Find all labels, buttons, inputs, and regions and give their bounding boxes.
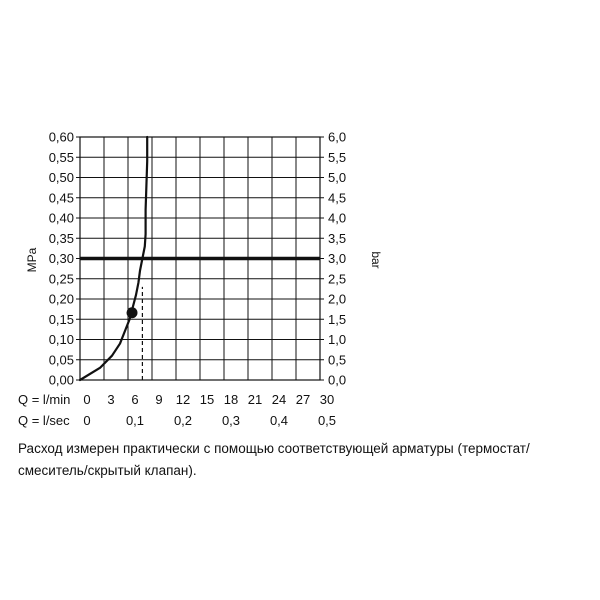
x-lmin-tick-label: 15 [200, 392, 214, 407]
x-lmin-tick-label: 21 [248, 392, 262, 407]
y-right-tick-label: 4,0 [328, 211, 346, 226]
y-left-tick-label: 0,00 [49, 373, 74, 388]
x-lsec-tick-label: 0,5 [318, 413, 336, 428]
y-right-ticks: 0,0 0,5 1,0 1,5 2,0 2,5 3,0 3,5 4,0 4,5 5,0 5,5 6,0 [328, 130, 346, 388]
x-lmin-tick-label: 3 [107, 392, 114, 407]
y-left-tick-label: 0,50 [49, 170, 74, 185]
y-left-tick-label: 0,55 [49, 150, 74, 165]
y-right-tick-label: 1,5 [328, 312, 346, 327]
y-right-tick-label: 3,0 [328, 251, 346, 266]
y-left-tick-label: 0,40 [49, 211, 74, 226]
y-right-tick-label: 5,5 [328, 150, 346, 165]
y-right-tick-label: 2,5 [328, 271, 346, 286]
x-lsec-axis-label: Q = l/sec [18, 413, 70, 428]
x-lsec-tick-label: 0,3 [222, 413, 240, 428]
x-lmin-tick-label: 24 [272, 392, 286, 407]
y-right-tick-label: 3,5 [328, 231, 346, 246]
x-lsec-tick-label: 0,4 [270, 413, 288, 428]
x-lmin-tick-label: 12 [176, 392, 190, 407]
y-right-tick-label: 4,5 [328, 190, 346, 205]
y-right-axis-title: bar [369, 251, 383, 268]
x-lsec-tick-label: 0,1 [126, 413, 144, 428]
y-right-tick-label: 6,0 [328, 130, 346, 145]
pressure-flow-chart: 0,000,050,100,150,200,250,300,350,400,45… [18, 130, 383, 429]
y-right-tick-label: 5,0 [328, 170, 346, 185]
y-right-tick-label: 0,5 [328, 352, 346, 367]
x-lmin-axis-label: Q = l/min [18, 392, 70, 407]
y-left-tick-label: 0,15 [49, 312, 74, 327]
x-lsec-tick-label: 0,2 [174, 413, 192, 428]
x-lmin-tick-label: 9 [155, 392, 162, 407]
chart-note: Расход измерен практически с помощью соо… [18, 441, 530, 478]
y-left-tick-label: 0,60 [49, 130, 74, 145]
x-lmin-tick-label: 18 [224, 392, 238, 407]
y-right-tick-label: 2,0 [328, 292, 346, 307]
y-right-tick-label: 0,0 [328, 373, 346, 388]
x-lmin-tick-label: 30 [320, 392, 334, 407]
series-group [78, 135, 149, 382]
y-left-tick-label: 0,30 [49, 251, 74, 266]
y-left-tick-label: 0,35 [49, 231, 74, 246]
x-ticks: Q = l/min 0 3 6 9 12 15 18 21 24 27 30 Q = l/sec 0 0,1… [18, 392, 336, 428]
y-right-tick-label: 1,0 [328, 332, 346, 347]
y-left-tick-label: 0,05 [49, 352, 74, 367]
y-left-tick-label: 0,45 [49, 190, 74, 205]
y-left-ticks: 0,00 0,05 0,10 0,15 0,20 0,25 0,30 0,35 0,40 0,45… [49, 130, 74, 388]
flow-point-marker [126, 307, 138, 319]
x-lsec-tick-label: 0 [83, 413, 90, 428]
y-left-tick-label: 0,10 [49, 332, 74, 347]
y-left-tick-label: 0,25 [49, 271, 74, 286]
x-lmin-tick-label: 27 [296, 392, 310, 407]
x-lmin-tick-label: 6 [131, 392, 138, 407]
flow-curve [78, 135, 149, 382]
y-left-tick-label: 0,20 [49, 292, 74, 307]
y-left-axis-title: MPa [25, 247, 39, 272]
x-lmin-tick-label: 0 [83, 392, 90, 407]
